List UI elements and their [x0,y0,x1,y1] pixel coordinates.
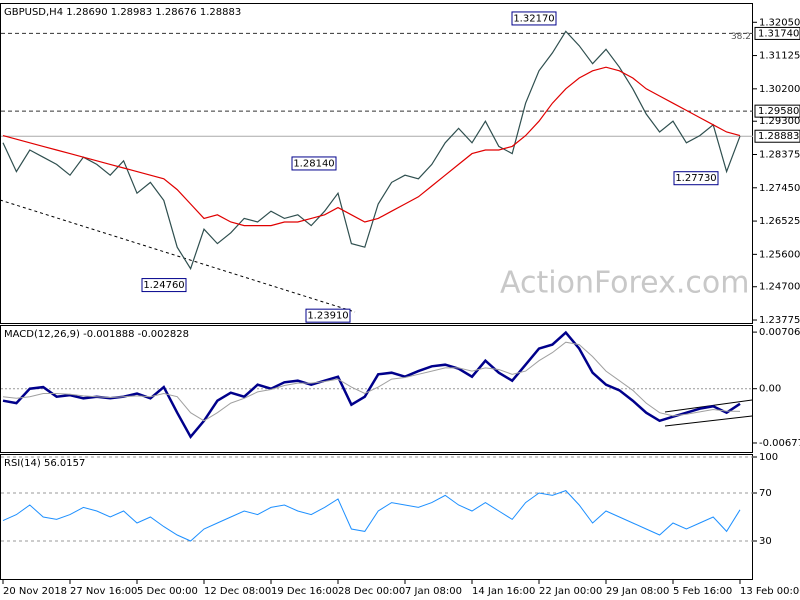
series-line [2,30,741,271]
level-box [754,26,800,40]
level-box [754,104,800,118]
watermark: ActionForex.com [500,266,749,301]
series-line [2,490,741,542]
x-tick-label: 28 Dec 00:00 [338,586,405,597]
x-tick-label: 12 Dec 08:00 [204,586,271,597]
x-tick-label: 27 Nov 16:00 [70,586,137,597]
y-tick-label: 70 [759,488,772,499]
channel-lower [664,415,753,427]
x-tick-label: 13 Feb 00:00 [740,586,800,597]
y-tick-label: 1.24700 [759,282,800,293]
y-tick-label: 1.32050 [759,17,800,28]
y-tick-label: 1.28375 [759,150,800,161]
series-line [2,66,741,227]
annotation-box [291,156,337,171]
annotation-label: 1.32170 [513,13,554,24]
x-tick-label: 19 Dec 16:00 [271,586,338,597]
y-tick-label: 1.26525 [759,216,800,227]
rsi-panel [0,454,753,580]
y-tick-label: 1.31125 [759,51,800,62]
macd-title: MACD(12,26,9) -0.001888 -0.002828 [4,329,189,340]
annotation-box [511,11,557,26]
macd-panel [0,325,753,453]
price-panel [0,3,753,324]
x-tick-label: 29 Jan 08:00 [606,586,669,597]
level-box [754,129,800,143]
y-tick-label: 1.27450 [759,183,800,194]
annotation-box [141,278,187,293]
price-title: GBPUSD,H4 1.28690 1.28983 1.28676 1.2888… [4,7,241,18]
annotation-label: 1.23910 [307,311,348,322]
y-tick-label: 0.00 [759,384,781,395]
level-label: 1.31740 [758,28,799,39]
y-tick-label: 0.007063 [759,327,800,338]
y-tick-label: 1.25600 [759,249,800,260]
x-tick-label: 14 Jan 16:00 [472,586,535,597]
annotation-box [673,171,719,186]
trend-line [0,199,356,313]
level-label: 1.28883 [758,131,799,142]
y-tick-label: 100 [759,452,778,463]
fib-label: 38.2 [731,32,751,42]
y-tick-label: 30 [759,536,772,547]
x-tick-label: 5 Feb 16:00 [673,586,732,597]
annotation-label: 1.24760 [143,280,184,291]
rsi-title: RSI(14) 56.0157 [4,458,85,469]
x-tick-label: 5 Dec 00:00 [137,586,198,597]
x-tick-label: 22 Jan 00:00 [539,586,602,597]
level-label: 1.29580 [758,106,799,117]
x-tick-label: 20 Nov 2018 [3,586,67,597]
y-tick-label: 1.29300 [759,116,800,127]
y-tick-label: 1.30200 [759,84,800,95]
annotation-box [305,308,351,323]
annotation-label: 1.28140 [293,158,334,169]
x-tick-label: 7 Jan 08:00 [405,586,462,597]
y-tick-label: 1.23775 [759,315,800,326]
y-tick-label: -0.006774 [759,438,800,449]
annotation-label: 1.27730 [675,173,716,184]
series-line [2,341,741,422]
